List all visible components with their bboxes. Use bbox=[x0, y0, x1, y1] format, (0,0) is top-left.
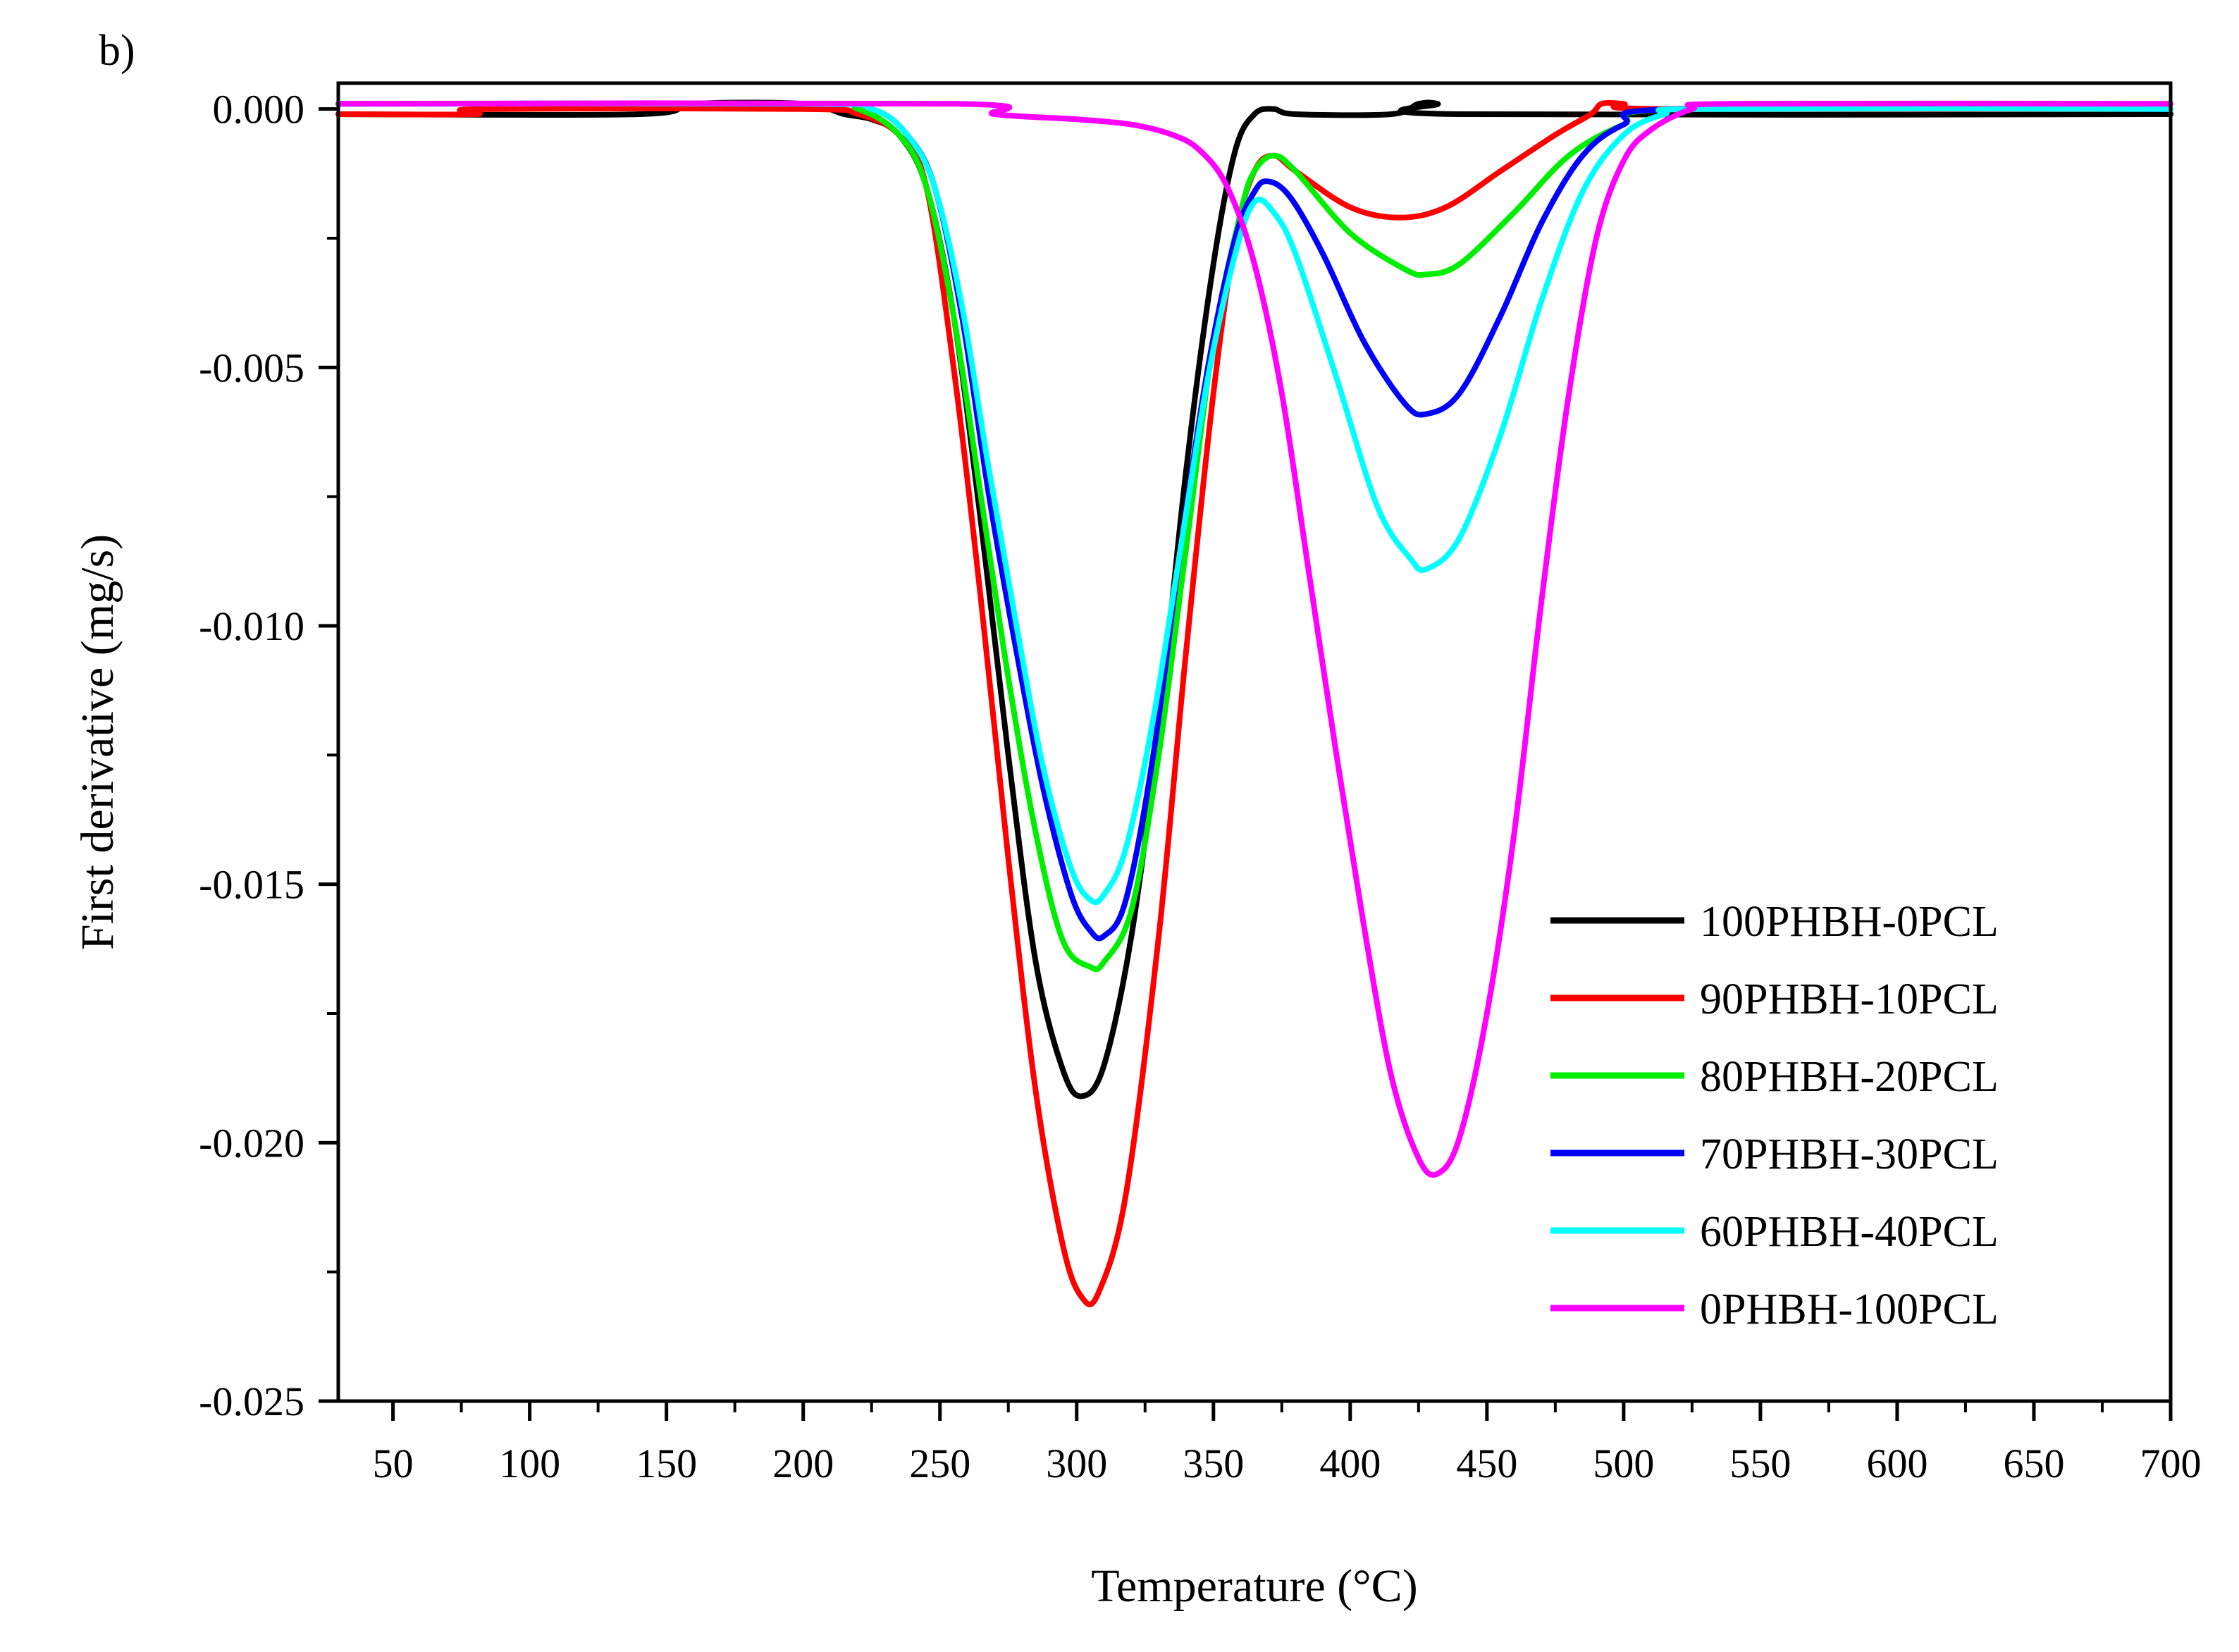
y-tick-label: -0.020 bbox=[199, 1120, 304, 1166]
series-line-60PHBH-40PCL bbox=[335, 100, 2173, 906]
legend-label: 90PHBH-10PCL bbox=[1700, 975, 1999, 1023]
y-tick-label: -0.010 bbox=[199, 603, 304, 649]
x-axis: 50 100 150 200 250 300 350 400 450 500 550 600 650 70… bbox=[373, 1401, 2202, 1486]
y-tick-label: -0.025 bbox=[199, 1379, 304, 1424]
x-tick-label: 650 bbox=[2003, 1441, 2064, 1486]
legend-label: 70PHBH-30PCL bbox=[1700, 1130, 1999, 1178]
series-line-80PHBH-20PCL bbox=[335, 100, 2173, 973]
x-tick-label: 50 bbox=[373, 1441, 414, 1486]
x-axis-title: Temperature (°C) bbox=[1091, 1560, 1417, 1612]
series-line-0PHBH-100PCL bbox=[335, 100, 2173, 1178]
legend-label: 60PHBH-40PCL bbox=[1700, 1208, 1999, 1256]
x-tick-label: 200 bbox=[772, 1441, 834, 1486]
panel-label: b) bbox=[99, 27, 135, 75]
x-tick-label: 350 bbox=[1183, 1441, 1244, 1486]
plot-frame bbox=[336, 81, 2173, 1403]
x-tick-label: 700 bbox=[2140, 1441, 2202, 1486]
legend-label: 0PHBH-100PCL bbox=[1700, 1286, 1999, 1333]
y-tick-label: 0.000 bbox=[213, 87, 305, 132]
series-line-70PHBH-30PCL bbox=[335, 100, 2173, 942]
series-line-100PHBH-0PCL bbox=[335, 99, 2173, 1099]
series-line-90PHBH-10PCL bbox=[335, 99, 2173, 1307]
x-tick-label: 300 bbox=[1046, 1441, 1107, 1486]
legend-label: 100PHBH-0PCL bbox=[1700, 898, 1999, 946]
x-tick-label: 600 bbox=[1866, 1441, 1927, 1486]
x-tick-label: 100 bbox=[499, 1441, 560, 1486]
y-tick-label: -0.015 bbox=[199, 862, 304, 908]
x-tick-label: 500 bbox=[1593, 1441, 1654, 1486]
y-axis: 0.000 -0.005 -0.010 -0.015 -0.020 -0.025 bbox=[199, 87, 338, 1424]
x-tick-label: 250 bbox=[909, 1441, 970, 1486]
legend: 100PHBH-0PCL 90PHBH-10PCL 80PHBH-20PCL 70PH… bbox=[1550, 898, 1999, 1333]
y-axis-title: First derivative (mg/s) bbox=[72, 534, 123, 950]
x-tick-label: 150 bbox=[636, 1441, 697, 1486]
x-tick-label: 550 bbox=[1729, 1441, 1791, 1486]
x-tick-label: 450 bbox=[1456, 1441, 1517, 1486]
y-tick-label: -0.005 bbox=[199, 345, 304, 390]
legend-label: 80PHBH-20PCL bbox=[1700, 1053, 1999, 1101]
x-tick-label: 400 bbox=[1319, 1441, 1381, 1486]
series-layer bbox=[335, 99, 2173, 1307]
